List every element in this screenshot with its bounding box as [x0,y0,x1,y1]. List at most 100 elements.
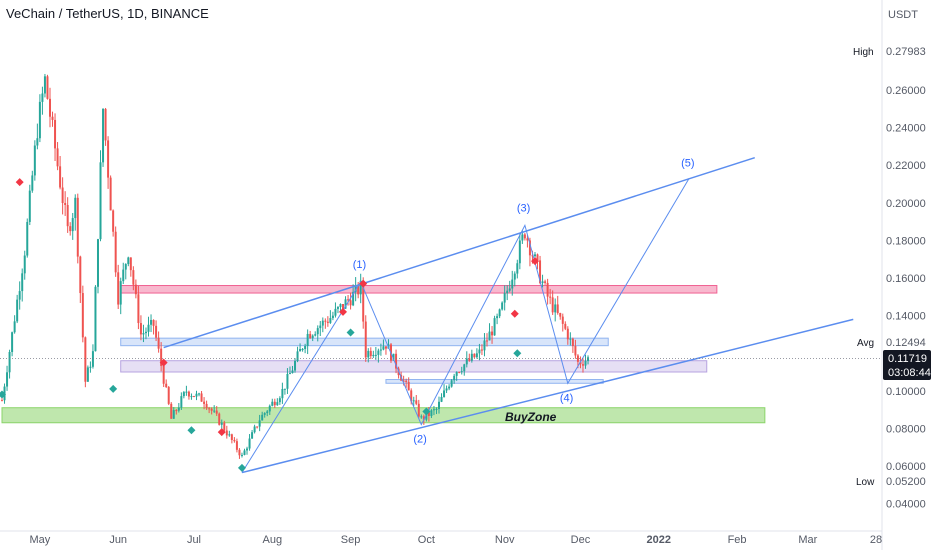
chart-title: VeChain / TetherUS, 1D, BINANCE [6,6,209,21]
candle-body [526,238,529,241]
candle-body [33,145,36,176]
candle-body [18,291,21,300]
candle-body [107,140,110,178]
candle-body [508,288,511,291]
candle-body [235,441,238,450]
price-tick: 0.22000 [886,160,926,172]
candle-body [354,285,357,292]
candle-body [539,260,542,283]
candle-body [266,411,269,414]
candle-body [261,414,264,421]
candle-body [213,410,216,412]
candle-body [165,383,168,388]
candle-body [246,448,249,451]
candle-body [271,401,274,406]
candle-body [407,381,410,391]
zones-layer [1,285,766,424]
candle-body [6,372,9,387]
candle-body [311,335,314,339]
candle-body [468,358,471,361]
signals-layer [0,178,539,472]
candle-body [243,450,246,455]
price-tick: 0.10000 [886,386,926,398]
candle-body [480,349,483,351]
buy-signal-diamond [422,407,431,416]
wave-label: (5) [681,157,694,169]
avg-label: Avg [857,338,874,349]
candle-body [281,389,284,399]
candle-body [238,449,241,456]
candle-body [518,240,521,264]
candle-body [28,190,31,222]
candle-body [273,401,276,406]
candle-body [395,353,398,369]
candle-body [379,349,382,351]
candle-body [420,416,423,418]
candle-body [435,409,438,411]
buy-signal-diamond [0,390,6,399]
candle-body [564,323,567,329]
wave-label: (4) [560,392,573,404]
buy-signal-diamond [346,328,355,337]
time-tick: Nov [495,534,515,546]
candle-body [228,434,231,436]
channel-top-line [163,156,755,349]
candle-body [566,328,569,340]
candle-body [96,239,99,287]
candle-body [316,328,319,335]
candle-body [294,361,297,371]
candle-body [132,270,135,285]
candle-body [438,401,440,410]
candle-body [367,350,370,358]
candle-body [304,345,307,350]
candle-body [377,350,380,355]
candle-body [182,392,185,397]
time-tick: Feb [728,534,747,546]
candle-body [478,349,481,354]
candle-body [38,101,41,139]
candle-body [392,353,395,361]
candle-body [523,234,526,239]
candle-body [574,346,577,356]
candle-body [475,353,478,358]
candle-body [314,334,317,336]
price-tick: 0.06000 [886,461,926,473]
price-tick: 0.18000 [886,235,926,247]
candle-body [531,255,534,257]
time-tick: Jun [109,534,127,546]
candle-body [119,281,122,305]
candle-body [112,210,115,232]
candle-body [309,333,312,339]
candle-body [485,340,488,342]
candle-body [147,324,150,332]
candle-body [493,318,496,336]
candle-body [286,373,289,389]
candle-body [137,294,140,324]
high-value: 0.27983 [886,46,926,58]
candle-body [94,286,97,352]
candle-body [41,93,44,102]
candle-body [233,439,236,442]
candle-body [448,386,451,389]
time-tick: May [29,534,50,546]
candle-body [134,284,137,295]
candle-body [200,393,203,402]
candle-body [283,388,286,390]
time-tick: Sep [341,534,361,546]
candle-body [359,280,362,295]
candle-body [258,420,261,427]
candle-body [190,396,193,398]
candle-body [402,380,405,382]
buy-signal-diamond [513,349,522,358]
candle-body [122,269,125,282]
candle-body [412,400,415,402]
zone-purple-band [120,360,708,373]
low-label: Low [856,477,875,488]
candle-body [362,280,365,322]
candle-body [334,308,337,316]
candle-body [551,297,554,313]
price-tick: 0.20000 [886,198,926,210]
candle-body [215,410,218,414]
candle-body [48,98,51,117]
